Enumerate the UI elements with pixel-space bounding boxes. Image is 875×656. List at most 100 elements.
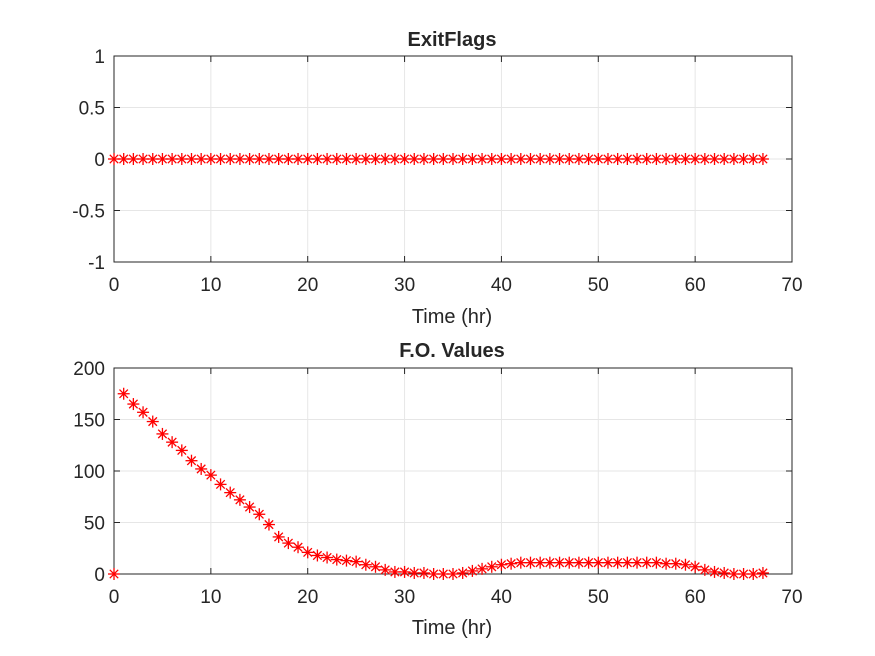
fo-values-data-point: [340, 554, 353, 567]
exitflags-data-point: [640, 153, 653, 165]
fo-values-data-point: [156, 427, 169, 440]
fo-values-data-point: [359, 558, 372, 571]
exitflags-x-tick-label: 60: [685, 275, 706, 296]
fo-values-data-point: [495, 558, 508, 571]
exitflags-x-tick-label: 20: [297, 275, 318, 296]
fo-values-data-point: [233, 493, 246, 506]
fo-values-x-tick-label: 10: [200, 587, 221, 608]
exitflags-data-point: [756, 153, 769, 165]
exitflags-data-point: [543, 153, 556, 165]
fo-values-data-point: [282, 537, 295, 550]
exitflags-x-tick-label: 70: [781, 275, 802, 296]
exitflags-y-tick-label: 1: [94, 47, 105, 68]
exitflags-x-tick-label: 30: [394, 275, 415, 296]
fo-values-data-point: [379, 563, 392, 576]
fo-values-data-point: [137, 406, 150, 419]
fo-values-data-point: [117, 387, 130, 400]
fo-values-y-tick-label: 100: [73, 462, 105, 483]
fo-values-x-tick-label: 40: [491, 587, 512, 608]
fo-values-data-point: [650, 556, 663, 569]
fo-values-data-point: [292, 541, 305, 554]
fo-values-data-point: [417, 566, 430, 579]
exitflags-y-tick-label: 0: [94, 150, 105, 171]
exitflags-x-tick-label: 40: [491, 275, 512, 296]
fo-values-data-point: [166, 436, 179, 449]
fo-values-data-point: [679, 558, 692, 571]
fo-values-data-point: [185, 454, 198, 467]
fo-values-data-point: [698, 563, 711, 576]
fo-values-data-point: [127, 398, 140, 411]
fo-values-data-point: [476, 562, 489, 575]
fo-values-xlabel: Time (hr): [412, 617, 492, 639]
fo-values-data-point: [369, 560, 382, 573]
fo-values-data-point: [669, 557, 682, 570]
fo-values-data-point: [601, 556, 614, 569]
fo-values-data-point: [350, 555, 363, 568]
exitflags-data-point: [524, 153, 537, 165]
exitflags-data-point: [669, 153, 682, 165]
fo-values-data-point: [505, 557, 518, 570]
fo-values-x-tick-label: 50: [588, 587, 609, 608]
fo-values-data-point: [447, 568, 459, 580]
fo-values-data-point: [272, 530, 285, 543]
fo-values-y-tick-label: 200: [73, 359, 105, 380]
exitflags-data-point: [485, 153, 498, 165]
fo-values-data-point: [214, 478, 227, 491]
fo-values-data-point: [456, 566, 469, 579]
fo-values-data-point: [708, 565, 721, 578]
fo-values-y-tick-label: 50: [84, 514, 105, 535]
fo-values-data-point: [718, 566, 731, 579]
exitflags-x-tick-label: 10: [200, 275, 221, 296]
fo-values-x-tick-label: 60: [685, 587, 706, 608]
fo-values-data-point: [253, 508, 266, 521]
fo-values-data-point: [262, 518, 275, 531]
exitflags-data-point: [698, 153, 711, 165]
exitflags-data-point: [359, 153, 372, 165]
fo-values-data-point: [398, 565, 411, 578]
fo-values-data-point: [330, 553, 343, 566]
fo-values-data-point: [243, 501, 256, 514]
fo-values-data-point: [756, 566, 769, 579]
exitflags-y-tick-label: -0.5: [72, 202, 105, 223]
exitflags-data-point: [563, 153, 576, 165]
fo-values-data-point: [175, 444, 188, 457]
exitflags-title: ExitFlags: [408, 29, 497, 51]
exitflags-xlabel: Time (hr): [412, 306, 492, 328]
exitflags-x-tick-label: 50: [588, 275, 609, 296]
exitflags-data-point: [601, 153, 614, 165]
exitflags-y-tick-label: 0.5: [79, 99, 105, 120]
exitflags-data-point: [476, 153, 489, 165]
fo-values-data-point: [301, 546, 314, 559]
fo-values-data-point: [437, 568, 450, 580]
exitflags-y-tick-label: -1: [88, 253, 105, 274]
fo-values-y-tick-label: 0: [94, 565, 105, 586]
exitflags-data-point: [679, 153, 692, 165]
fo-values-x-tick-label: 0: [109, 587, 120, 608]
fo-values-data-point: [485, 560, 498, 573]
fo-values-data-point: [195, 462, 208, 475]
exitflags-axes: 0 10 20 30 40 50 60 70 1 0.5 0 -0.5 -1 ExitFlags Tim…: [72, 29, 802, 328]
fo-values-data-point: [224, 486, 237, 499]
exitflags-x-tick-label: 0: [109, 275, 120, 296]
fo-values-data-point: [747, 568, 760, 580]
fo-values-x-tick-label: 20: [297, 587, 318, 608]
fo-values-data-point: [689, 560, 702, 573]
fo-values-data-point: [204, 469, 217, 482]
exitflags-data-point: [195, 153, 208, 165]
fo-values-data-point: [108, 568, 120, 580]
fo-values-y-tick-label: 150: [73, 411, 105, 432]
fo-values-data-point: [146, 415, 159, 428]
fo-values-data-point: [311, 549, 324, 562]
fo-values-title: F.O. Values: [399, 340, 505, 362]
fo-values-x-tick-label: 30: [394, 587, 415, 608]
fo-values-data-point: [466, 564, 479, 577]
exitflags-data-point: [727, 153, 740, 165]
exitflags-data-point: [398, 153, 411, 165]
fo-values-data-point: [321, 551, 334, 564]
fo-values-x-tick-label: 70: [781, 587, 802, 608]
exitflags-data-point: [495, 153, 508, 165]
exitflags-data-point: [185, 153, 198, 165]
exitflags-data-point: [108, 153, 120, 165]
